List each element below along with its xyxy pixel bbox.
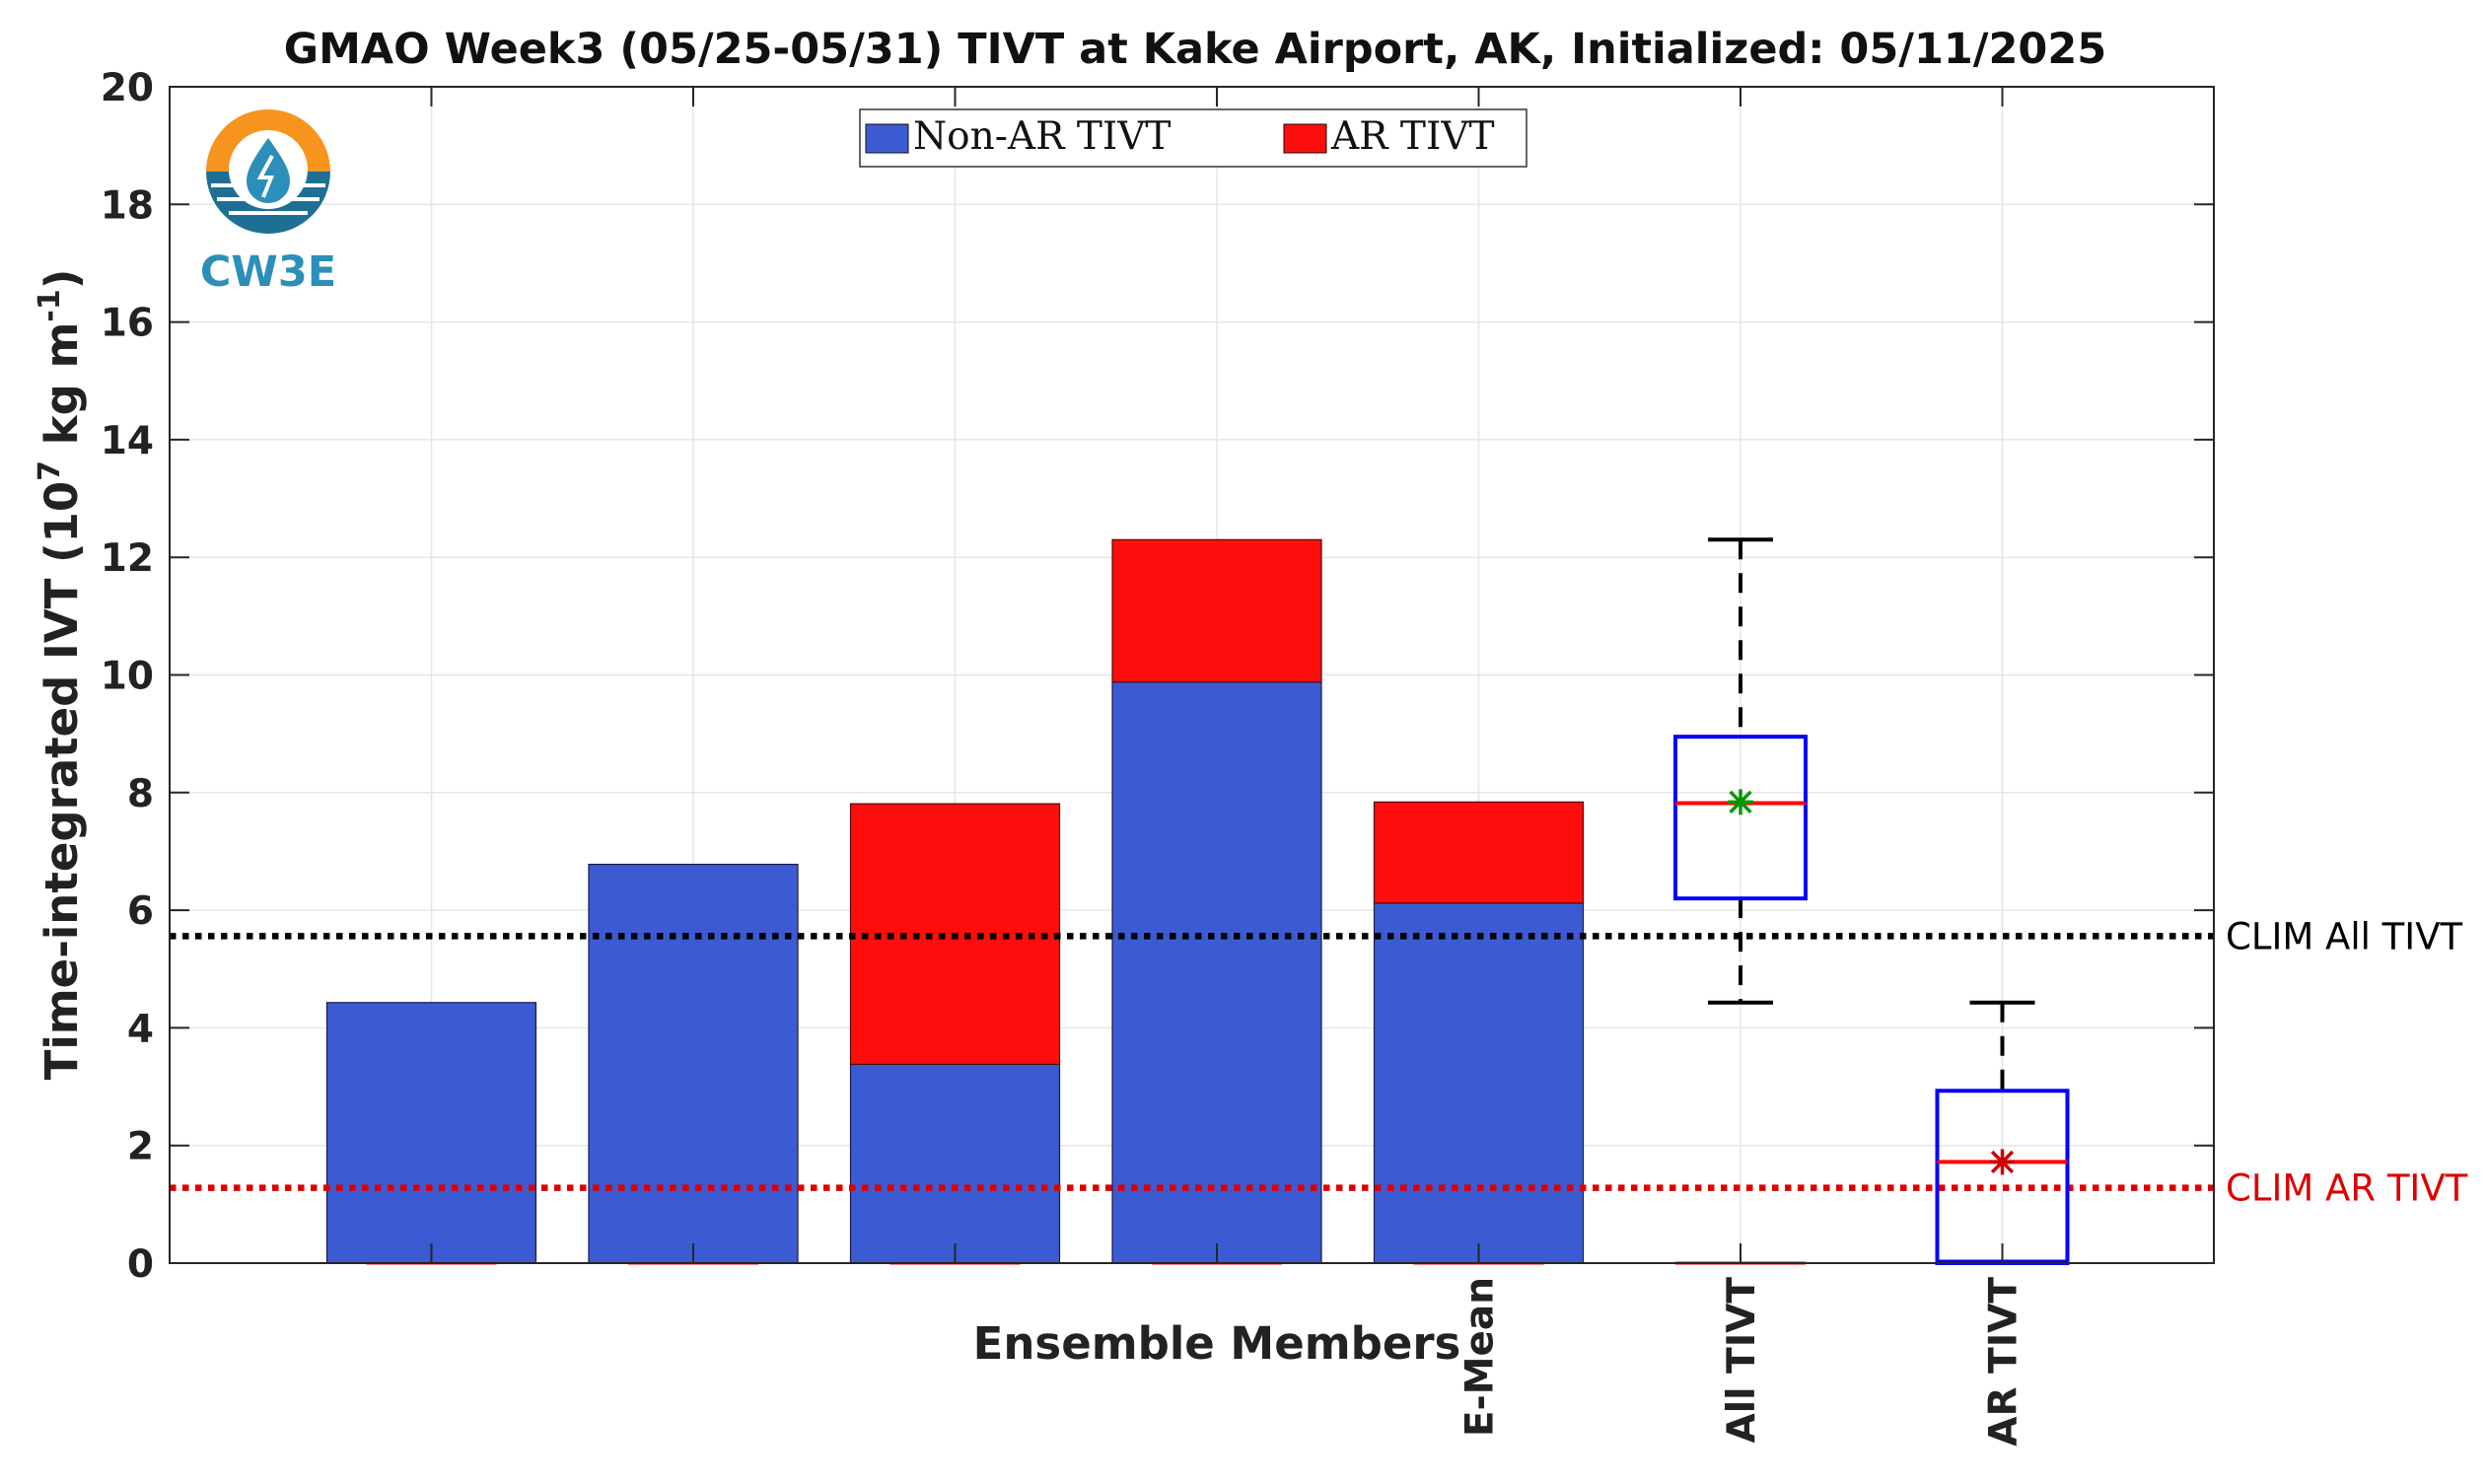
y-tick-label: 18 (101, 183, 154, 228)
bar-ar (1111, 538, 1322, 683)
bar-non-ar (588, 863, 799, 1264)
x-axis-label: Ensemble Members (973, 1317, 1461, 1370)
legend-label-non-ar: Non-AR TIVT (913, 114, 1171, 159)
boxplot-mean-marker (1728, 789, 1753, 815)
clim-label: CLIM AR TIVT (2226, 1167, 2468, 1210)
bar-ar (1373, 801, 1585, 904)
bar-non-ar (1111, 681, 1322, 1264)
cw3e-logo: CW3E (200, 109, 336, 297)
legend-label-ar: AR TIVT (1330, 114, 1495, 159)
y-tick-label: 0 (127, 1242, 154, 1287)
clim-label: CLIM All TIVT (2226, 915, 2463, 957)
y-axis-ticks: 0 2 4 6 8 10 12 14 16 18 20 (101, 66, 2214, 1287)
legend-swatch-ar (1283, 123, 1327, 154)
legend-swatch-non-ar (865, 123, 909, 154)
legend-box (859, 108, 1528, 168)
logo-text: CW3E (200, 247, 336, 297)
chart-title: GMAO Week3 (05/25-05/31) TIVT at Kake Ai… (284, 25, 2106, 74)
legend: Non-AR TIVT AR TIVT (859, 108, 1528, 168)
x-tick-label: All TIVT (1720, 1277, 1764, 1444)
y-axis-label: Time-integrated IVT (107 kg m-1) (33, 269, 88, 1081)
y-tick-label: 2 (127, 1125, 154, 1169)
y-tick-label: 8 (127, 772, 154, 816)
y-tick-label: 20 (101, 66, 154, 110)
boxplots-layer (1673, 537, 2070, 1265)
boxplot-mean-marker (1989, 1149, 2016, 1175)
x-tick-label: AR TIVT (1982, 1277, 2026, 1447)
water-drop-icon (247, 138, 290, 203)
y-tick-label: 14 (101, 419, 154, 463)
bars-layer (325, 538, 1585, 1265)
bar-non-ar (849, 1063, 1061, 1264)
bar-non-ar (325, 1002, 537, 1264)
y-tick-label: 16 (101, 302, 154, 346)
lightning-icon (256, 155, 274, 198)
y-tick-label: 12 (101, 536, 154, 581)
x-tick-label: E-Mean (1458, 1277, 1503, 1437)
bar-non-ar (1373, 902, 1585, 1264)
y-tick-label: 6 (127, 889, 154, 934)
boxplot-box (1673, 735, 1808, 901)
y-tick-label: 10 (101, 655, 154, 699)
x-axis-ticks: E-Mean All TIVT AR TIVT (430, 87, 2026, 1447)
reference-lines: CLIM All TIVT CLIM AR TIVT (170, 915, 2468, 1210)
y-tick-label: 4 (127, 1007, 154, 1051)
